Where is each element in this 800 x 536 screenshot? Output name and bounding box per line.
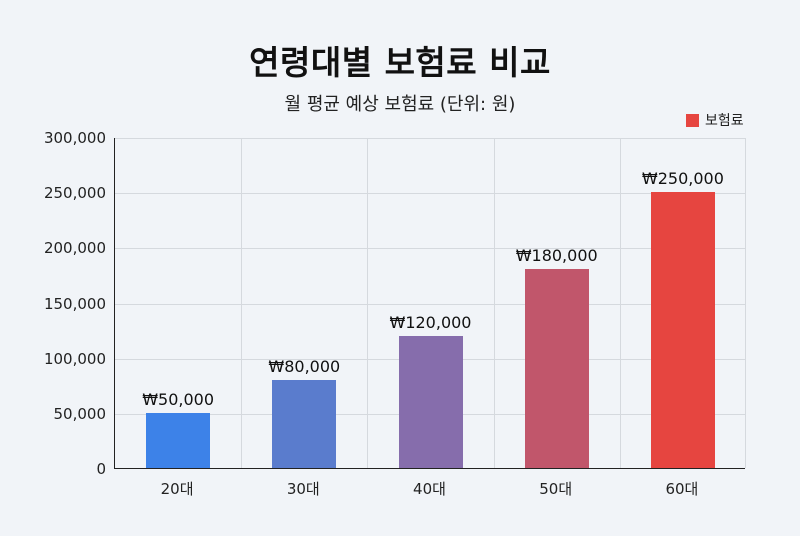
bar-value-label: ₩80,000 [268, 356, 341, 376]
y-tick-label: 0 [96, 460, 106, 478]
chart-title: 연령대별 보험료 비교 [249, 43, 551, 82]
gridline-vertical [493, 138, 495, 468]
bar-value-label: ₩250,000 [641, 169, 724, 189]
bar-value-label: ₩50,000 [142, 389, 214, 409]
y-tick-label: 50,000 [53, 404, 107, 423]
bar-60대 [650, 192, 715, 468]
x-tick-label: 40대 [413, 480, 446, 498]
x-tick-label: 60대 [665, 480, 699, 498]
x-tick-label: 30대 [286, 480, 320, 498]
bar-value-label: ₩120,000 [389, 312, 472, 332]
chart-subtitle: 월 평균 예상 보험료 (단위: 원) [284, 94, 516, 115]
bar-30대 [272, 379, 337, 468]
legend: 보험료 [686, 110, 744, 130]
x-tick-label: 50대 [539, 480, 573, 498]
gridline-vertical [619, 138, 621, 468]
bar-50대 [524, 269, 589, 468]
y-tick-label: 250,000 [43, 184, 106, 203]
plot-area: ₩50,000 ₩80,000 ₩120,000 ₩180,000 ₩250,000 [114, 138, 746, 469]
legend-swatch [686, 113, 699, 127]
gridline-vertical [367, 138, 369, 468]
bar-value-label: ₩180,000 [515, 246, 598, 266]
bar-40대 [398, 335, 463, 468]
gridline-vertical [745, 138, 746, 468]
y-tick-label: 150,000 [43, 294, 106, 313]
gridline-horizontal [115, 303, 745, 305]
y-tick-label: 200,000 [43, 239, 106, 258]
y-tick-label: 300,000 [43, 129, 106, 147]
gridline-horizontal [115, 248, 745, 250]
y-tick-label: 100,000 [43, 349, 106, 368]
x-tick-label: 20대 [160, 480, 194, 498]
bar-20대 [146, 412, 211, 468]
legend-label: 보험료 [705, 113, 744, 129]
gridline-horizontal [115, 193, 745, 195]
gridline-horizontal [115, 138, 745, 139]
gridline-vertical [241, 138, 243, 468]
